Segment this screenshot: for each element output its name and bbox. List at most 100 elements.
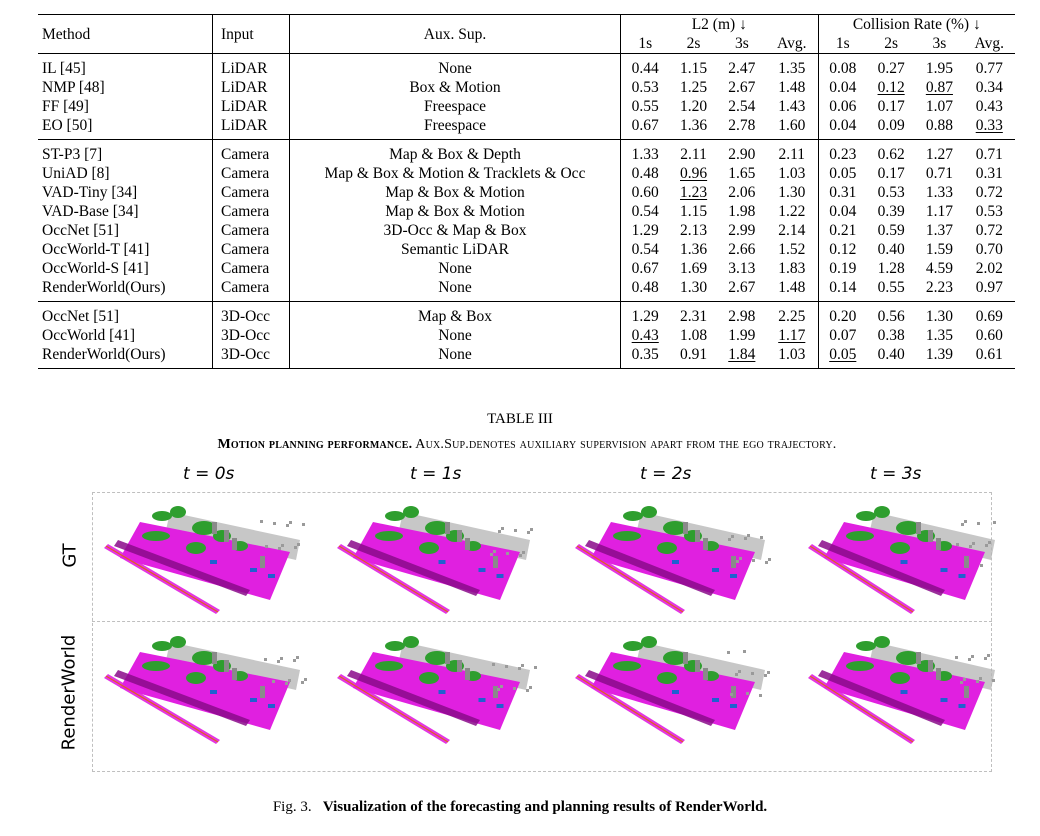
- vegetation-blob: [142, 531, 170, 541]
- value-text: 1.29: [631, 308, 659, 325]
- value-text: 0.12: [829, 241, 857, 258]
- road-surface: [120, 522, 290, 600]
- pole-block: [731, 556, 736, 568]
- pole-block: [936, 538, 941, 550]
- vegetation-blob: [641, 636, 657, 648]
- cell-collision-value: 0.33: [964, 116, 1015, 140]
- value-text: 1.60: [778, 117, 806, 134]
- debris-voxel: [985, 544, 988, 547]
- figure-caption-label: Fig. 3.: [272, 799, 312, 815]
- cell-collision-value: 0.14: [817, 278, 867, 302]
- pole-block: [964, 686, 969, 698]
- subheader-cr-avg: Avg.: [974, 35, 1004, 52]
- debris-voxel: [739, 557, 742, 560]
- debris-voxel: [497, 688, 500, 691]
- vehicle-block: [478, 698, 486, 702]
- cell-input: LiDAR: [212, 78, 290, 97]
- vegetation-blob: [846, 661, 874, 671]
- cell-method: OccNet [51]: [42, 222, 120, 239]
- sidewalk-strip: [818, 540, 945, 596]
- debris-voxel: [968, 658, 971, 661]
- cell-aux-sup: None: [289, 259, 621, 278]
- renderworld-scene-3s: [808, 636, 995, 744]
- debris-voxel: [735, 673, 738, 676]
- value-text: 0.71: [975, 146, 1003, 163]
- cell-method: NMP [48]: [42, 79, 105, 96]
- vehicle-block: [496, 574, 504, 578]
- cell-l2-value: 1.15: [669, 53, 718, 78]
- cell-l2-value: 0.54: [620, 240, 670, 259]
- cell-collision-value: 0.04: [817, 78, 867, 97]
- cell-aux-sup: 3D-Occ & Map & Box: [289, 221, 621, 240]
- value-text: 0.20: [829, 308, 857, 325]
- value-text: 2.99: [728, 222, 756, 239]
- header-method: Method: [38, 14, 213, 54]
- cell-l2-value: 1.03: [765, 345, 819, 369]
- debris-voxel: [955, 656, 958, 659]
- value-text: 2.67: [728, 279, 756, 296]
- pole-block: [695, 530, 700, 542]
- cell-collision-value: 0.62: [867, 139, 916, 164]
- renderworld-scene-2s: [575, 636, 770, 744]
- cell-input: LiDAR: [212, 97, 290, 116]
- debris-voxel: [260, 520, 263, 523]
- debris-voxel: [519, 554, 522, 557]
- debris-voxel: [751, 672, 754, 675]
- vegetation-blob: [192, 651, 216, 665]
- value-text: 0.61: [975, 346, 1003, 363]
- cell-l2-value: 1.48: [766, 78, 818, 97]
- cell-collision-value: 0.40: [867, 240, 915, 259]
- cell-l2-value: 1.33: [620, 139, 670, 164]
- debris-voxel: [992, 679, 995, 682]
- pole-block: [916, 522, 921, 534]
- debris-voxel: [302, 523, 305, 526]
- cell-l2-value: 1.23: [669, 183, 717, 202]
- debris-voxel: [297, 543, 300, 546]
- vehicle-block: [250, 568, 257, 572]
- barrier-line: [338, 545, 449, 613]
- value-text: 1.15: [680, 203, 708, 220]
- cell-collision-value: 0.08: [817, 53, 867, 78]
- vegetation-blob: [385, 641, 405, 651]
- debris-voxel: [730, 693, 733, 696]
- cell-collision-value: 0.31: [817, 183, 867, 202]
- table-caption-title: TABLE III: [487, 411, 553, 427]
- debris-voxel: [272, 680, 275, 683]
- debris-voxel: [747, 534, 750, 537]
- value-text: 1.20: [680, 98, 708, 115]
- value-text: 0.31: [829, 184, 857, 201]
- cell-collision-value: 1.37: [915, 221, 963, 240]
- debris-voxel: [506, 552, 509, 555]
- value-text: 0.17: [877, 165, 905, 182]
- value-text: 0.87: [925, 79, 953, 96]
- vegetation-blob: [890, 672, 910, 684]
- cell-l2-value: 0.43: [620, 326, 670, 345]
- cell-input: LiDAR: [212, 116, 290, 140]
- vegetation-blob: [623, 641, 643, 651]
- pole-block: [212, 522, 217, 534]
- vegetation-blob: [186, 542, 206, 554]
- debris-voxel: [501, 527, 504, 530]
- debris-voxel: [963, 678, 966, 681]
- pole-block: [703, 538, 708, 550]
- table-row: RenderWorld(Ours) 3D-Occ None 0.35 0.91 1.84 1…: [38, 345, 1015, 369]
- value-text: 0.43: [975, 98, 1003, 115]
- debris-voxel: [522, 551, 525, 554]
- value-text: 0.04: [829, 79, 857, 96]
- cell-l2-value: 2.25: [765, 301, 819, 326]
- value-text: 1.03: [778, 346, 806, 363]
- cell-aux-sup: Map & Box & Motion & Tracklets & Occ: [289, 164, 621, 183]
- vegetation-blob: [152, 641, 172, 651]
- cell-method: RenderWorld(Ours): [38, 345, 213, 369]
- vegetation-blob: [613, 661, 641, 671]
- table-row: ST-P3 [7] Camera Map & Box & Depth 1.33 2.11…: [38, 139, 1015, 164]
- debris-voxel: [984, 657, 987, 660]
- cell-l2-value: 2.06: [718, 183, 766, 202]
- road-surface: [120, 652, 290, 730]
- value-text: 1.17: [778, 327, 806, 344]
- cell-l2-value: 1.36: [669, 116, 717, 140]
- value-text: 0.34: [975, 79, 1003, 96]
- cell-l2-value: 2.78: [718, 116, 766, 140]
- debris-voxel: [972, 542, 975, 545]
- table-row: OccWorld-T [41] Camera Semantic LiDAR 0.54 1…: [38, 240, 1015, 259]
